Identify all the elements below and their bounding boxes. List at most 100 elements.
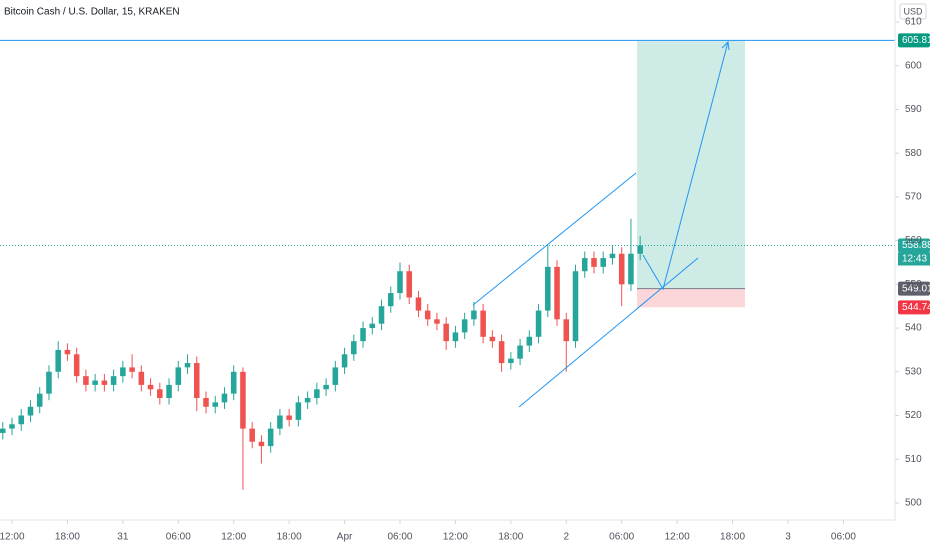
candle-body	[360, 328, 366, 342]
candle-body	[73, 354, 80, 377]
x-tick-label: 12:00	[221, 532, 246, 543]
candle-body	[609, 253, 616, 259]
candle-body	[120, 367, 126, 377]
x-tick-label: 06:00	[831, 532, 856, 543]
candle-body	[369, 323, 376, 329]
currency-box	[899, 3, 927, 20]
candle-body	[240, 371, 246, 429]
y-tick-label: 530	[905, 366, 922, 377]
channel-lower	[518, 257, 699, 408]
candle-body	[424, 310, 431, 320]
x-tick-label: 12:00	[665, 532, 690, 543]
candle-body	[267, 428, 274, 447]
candle-body	[563, 319, 570, 342]
y-tick-label: 520	[905, 410, 922, 421]
candle-body	[397, 271, 403, 294]
x-tick-label: 31	[117, 532, 129, 543]
candle-body	[572, 271, 579, 342]
candle-body	[471, 310, 477, 320]
candle-body	[230, 371, 237, 394]
x-tick-label: 12:00	[443, 532, 468, 543]
candle-body	[184, 363, 191, 368]
y-tick-label: 590	[905, 104, 922, 115]
candle-body	[129, 367, 135, 372]
candle-body	[581, 258, 588, 272]
x-tick-label: 18:00	[498, 532, 523, 543]
stop-tag-bg	[898, 300, 930, 315]
stop-tag: 544.74	[902, 302, 932, 313]
candle-body	[443, 323, 449, 342]
x-tick-label: 12:00	[0, 532, 25, 543]
candle-body	[434, 319, 440, 324]
x-tick-label: 06:00	[609, 532, 634, 543]
y-tick-label: 570	[905, 192, 922, 203]
candle-body	[64, 349, 71, 355]
last-price-tag: 558.88	[902, 240, 932, 251]
candle-body	[378, 306, 385, 324]
candle-body	[92, 380, 98, 385]
y-tick-label: 550	[905, 279, 922, 290]
candle-body	[406, 271, 413, 298]
candle-body	[314, 389, 320, 399]
grid	[11, 21, 899, 524]
channel-upper	[472, 172, 637, 306]
candle-body	[304, 398, 311, 403]
x-tick-label: 3	[785, 532, 791, 543]
candle-body	[387, 293, 394, 307]
candle-body	[138, 371, 145, 385]
y-tick-label: 500	[905, 498, 922, 509]
candle-body	[535, 310, 542, 337]
arrow-head	[721, 40, 730, 51]
candle-body	[46, 371, 52, 394]
candle-body	[332, 367, 339, 385]
candle-body	[323, 384, 329, 390]
candle-body	[212, 402, 219, 407]
candle-body	[157, 389, 163, 399]
candle-body	[27, 406, 34, 416]
candle-body	[480, 310, 486, 337]
countdown-bg	[898, 252, 930, 266]
candles	[0, 218, 643, 490]
candle-body	[193, 363, 200, 399]
y-tick-label: 580	[905, 148, 922, 159]
candle-body	[489, 336, 496, 342]
candle-body	[175, 367, 182, 385]
candle-body	[258, 441, 265, 447]
x-tick-label: 2	[563, 532, 569, 543]
candle-body	[295, 402, 302, 420]
y-tick-label: 510	[905, 454, 922, 465]
x-tick-label: 18:00	[55, 532, 80, 543]
entry-tag-bg	[898, 281, 930, 296]
y-tick-label: 540	[905, 323, 922, 334]
candle-body	[286, 415, 292, 420]
candle-body	[147, 384, 154, 390]
candle-body	[277, 415, 283, 429]
position-tool	[0, 39, 895, 308]
entry-tag: 549.01	[902, 283, 932, 294]
candle-body	[55, 349, 61, 372]
candle-body	[618, 253, 625, 285]
candle-body	[83, 376, 89, 385]
target-tag-bg	[898, 33, 930, 48]
countdown: 12:43	[902, 254, 927, 265]
candle-body	[545, 266, 551, 311]
candle-body	[415, 297, 422, 311]
arrow-path	[642, 41, 729, 291]
x-tick-label: 06:00	[166, 532, 191, 543]
profit-zone	[637, 40, 745, 289]
candle-body	[508, 358, 514, 364]
candle-body	[600, 258, 606, 267]
candle-body	[0, 428, 6, 433]
last-price-tag-bg	[898, 238, 930, 253]
candle-body	[452, 332, 459, 342]
candle-body	[249, 428, 255, 442]
price-tags: 605.81 558.88 12:43 549.01 544.74	[898, 33, 932, 315]
x-tick-label: 18:00	[720, 532, 745, 543]
y-tick-label: 560	[905, 235, 922, 246]
y-tick-label: 610	[905, 17, 922, 28]
candle-body	[517, 345, 523, 359]
target-tag: 605.81	[902, 35, 932, 46]
y-tick-label: 600	[905, 60, 922, 71]
